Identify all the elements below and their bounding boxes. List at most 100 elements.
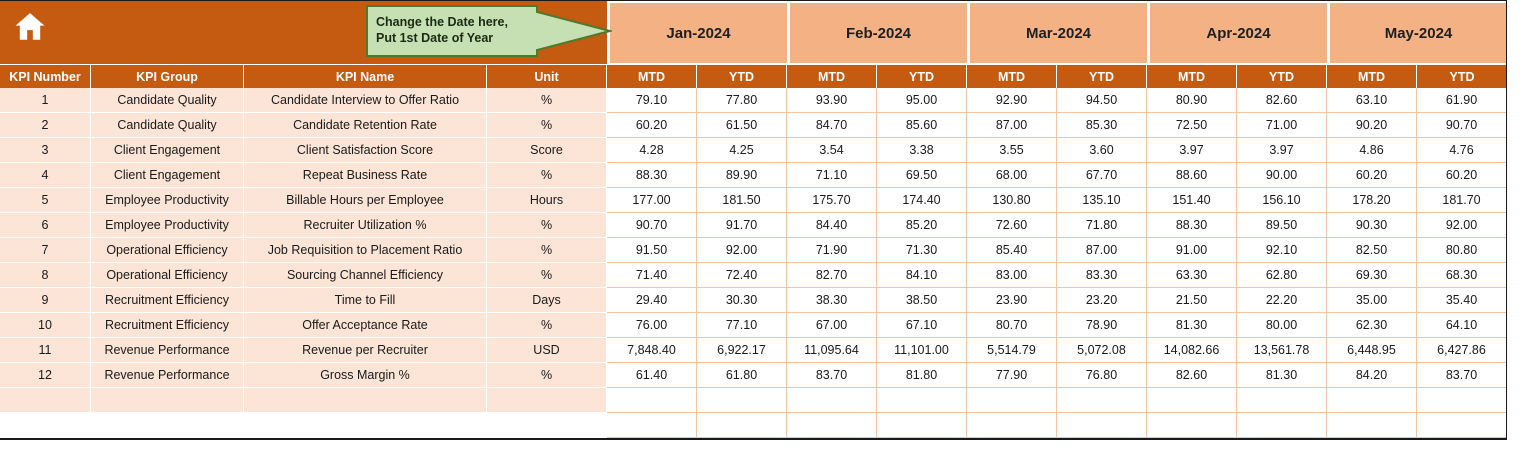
value-cell[interactable]: 82.50 [1327,238,1417,263]
kpi-number-cell[interactable]: 5 [0,188,91,213]
value-cell[interactable]: 38.30 [787,288,877,313]
value-cell[interactable]: 71.40 [607,263,697,288]
value-cell[interactable]: 68.00 [967,163,1057,188]
value-cell[interactable]: 135.10 [1057,188,1147,213]
value-cell[interactable]: 84.10 [877,263,967,288]
value-cell[interactable]: 130.80 [967,188,1057,213]
value-cell[interactable]: 72.50 [1147,113,1237,138]
value-cell[interactable]: 29.40 [607,288,697,313]
value-cell[interactable]: 84.70 [787,113,877,138]
empty-cell[interactable] [1057,388,1147,413]
empty-cell[interactable] [1327,388,1417,413]
value-cell[interactable]: 3.55 [967,138,1057,163]
month-header-cell[interactable]: Feb-2024 [790,3,967,63]
kpi-group-cell[interactable]: Operational Efficiency [91,263,244,288]
value-cell[interactable]: 85.20 [877,213,967,238]
kpi-number-cell[interactable]: 1 [0,88,91,113]
column-header-cell[interactable]: KPI Group [91,65,244,88]
kpi-number-cell[interactable]: 8 [0,263,91,288]
kpi-name-cell[interactable]: Candidate Interview to Offer Ratio [244,88,487,113]
kpi-name-cell[interactable]: Recruiter Utilization % [244,213,487,238]
value-cell[interactable]: 90.70 [1417,113,1507,138]
value-cell[interactable]: 71.10 [787,163,877,188]
column-header-cell[interactable]: KPI Name [244,65,487,88]
value-cell[interactable]: 82.60 [1237,88,1327,113]
value-cell[interactable]: 60.20 [1417,163,1507,188]
value-cell[interactable]: 91.00 [1147,238,1237,263]
unit-cell[interactable]: Days [487,288,607,313]
kpi-group-cell[interactable]: Candidate Quality [91,113,244,138]
value-cell[interactable]: 76.80 [1057,363,1147,388]
value-cell[interactable]: 177.00 [607,188,697,213]
value-cell[interactable]: 21.50 [1147,288,1237,313]
unit-cell[interactable]: % [487,238,607,263]
value-cell[interactable]: 156.10 [1237,188,1327,213]
value-cell[interactable]: 63.10 [1327,88,1417,113]
unit-cell[interactable]: % [487,88,607,113]
kpi-name-cell[interactable]: Job Requisition to Placement Ratio [244,238,487,263]
value-cell[interactable]: 71.30 [877,238,967,263]
value-cell[interactable]: 85.30 [1057,113,1147,138]
empty-cell[interactable] [607,413,697,438]
empty-cell[interactable] [1147,413,1237,438]
value-cell[interactable]: 3.97 [1147,138,1237,163]
value-cell[interactable]: 6,448.95 [1327,338,1417,363]
empty-cell[interactable] [0,413,91,438]
value-cell[interactable]: 3.38 [877,138,967,163]
value-cell[interactable]: 35.40 [1417,288,1507,313]
value-cell[interactable]: 4.28 [607,138,697,163]
empty-cell[interactable] [967,388,1057,413]
value-cell[interactable]: 62.80 [1237,263,1327,288]
empty-cell[interactable] [1237,413,1327,438]
mtd-header-cell[interactable]: MTD [1327,65,1417,88]
kpi-group-cell[interactable]: Client Engagement [91,138,244,163]
value-cell[interactable]: 94.50 [1057,88,1147,113]
column-header-cell[interactable]: KPI Number [0,65,91,88]
value-cell[interactable]: 72.60 [967,213,1057,238]
value-cell[interactable]: 77.90 [967,363,1057,388]
value-cell[interactable]: 76.00 [607,313,697,338]
value-cell[interactable]: 64.10 [1417,313,1507,338]
empty-cell[interactable] [244,388,487,413]
empty-cell[interactable] [1417,388,1507,413]
kpi-number-cell[interactable]: 10 [0,313,91,338]
value-cell[interactable]: 78.90 [1057,313,1147,338]
value-cell[interactable]: 83.70 [1417,363,1507,388]
value-cell[interactable]: 79.10 [607,88,697,113]
value-cell[interactable]: 67.70 [1057,163,1147,188]
value-cell[interactable]: 67.00 [787,313,877,338]
value-cell[interactable]: 23.20 [1057,288,1147,313]
value-cell[interactable]: 80.90 [1147,88,1237,113]
kpi-name-cell[interactable]: Repeat Business Rate [244,163,487,188]
value-cell[interactable]: 82.60 [1147,363,1237,388]
value-cell[interactable]: 4.25 [697,138,787,163]
value-cell[interactable]: 82.70 [787,263,877,288]
unit-cell[interactable]: Score [487,138,607,163]
kpi-group-cell[interactable]: Client Engagement [91,163,244,188]
value-cell[interactable]: 84.40 [787,213,877,238]
value-cell[interactable]: 87.00 [967,113,1057,138]
value-cell[interactable]: 77.80 [697,88,787,113]
value-cell[interactable]: 90.20 [1327,113,1417,138]
kpi-number-cell[interactable]: 4 [0,163,91,188]
value-cell[interactable]: 69.50 [877,163,967,188]
value-cell[interactable]: 89.50 [1237,213,1327,238]
value-cell[interactable]: 91.70 [697,213,787,238]
unit-cell[interactable]: USD [487,338,607,363]
value-cell[interactable]: 77.10 [697,313,787,338]
value-cell[interactable]: 178.20 [1327,188,1417,213]
value-cell[interactable]: 87.00 [1057,238,1147,263]
value-cell[interactable]: 89.90 [697,163,787,188]
unit-cell[interactable]: Hours [487,188,607,213]
value-cell[interactable]: 92.00 [1417,213,1507,238]
kpi-number-cell[interactable]: 9 [0,288,91,313]
value-cell[interactable]: 11,101.00 [877,338,967,363]
empty-cell[interactable] [877,388,967,413]
value-cell[interactable]: 68.30 [1417,263,1507,288]
kpi-group-cell[interactable]: Candidate Quality [91,88,244,113]
value-cell[interactable]: 38.50 [877,288,967,313]
month-header-cell[interactable]: Jan-2024 [610,3,787,63]
value-cell[interactable]: 95.00 [877,88,967,113]
empty-cell[interactable] [487,388,607,413]
value-cell[interactable]: 13,561.78 [1237,338,1327,363]
